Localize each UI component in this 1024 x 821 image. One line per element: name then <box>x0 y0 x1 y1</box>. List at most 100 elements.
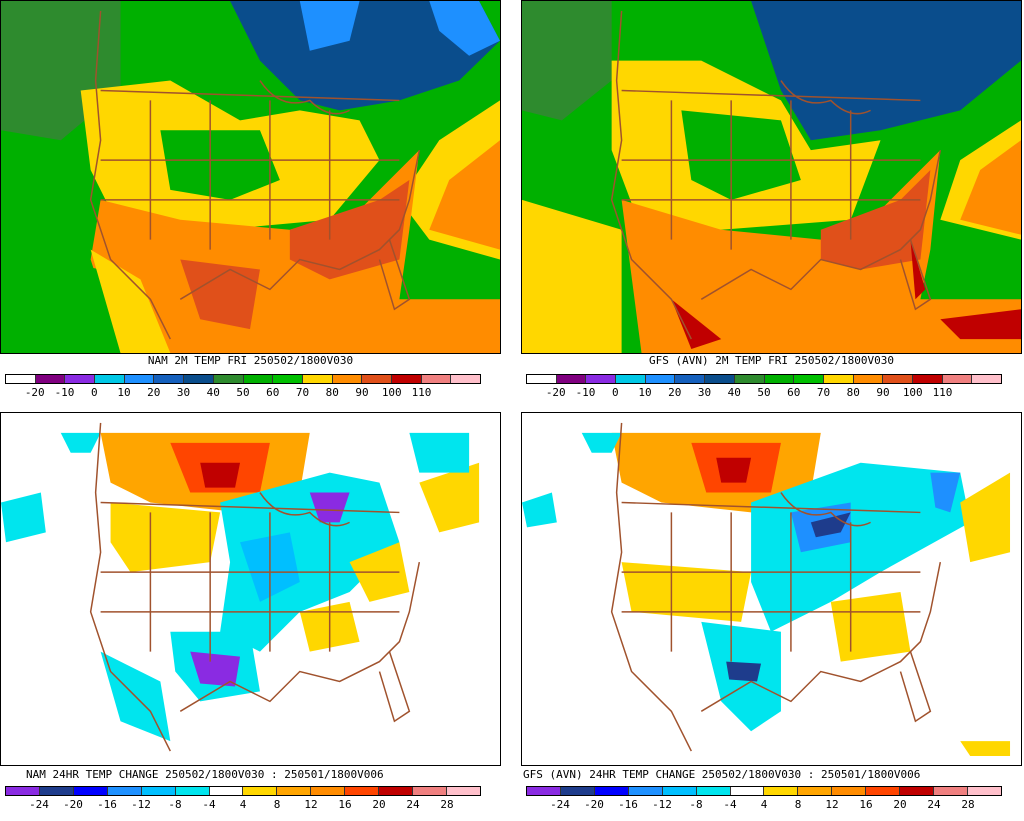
colorbar-swatch <box>764 375 795 383</box>
colorbar-swatch <box>853 375 884 383</box>
colorbar-tick-label: 70 <box>295 386 310 399</box>
colorbar-tick-label: 30 <box>697 386 712 399</box>
colorbar-swatch <box>184 375 214 383</box>
colorbar-tick-label: 28 <box>961 798 975 811</box>
nam-temp-caption: NAM 2M TEMP FRI 250502/1800V030 <box>147 354 354 367</box>
gfs-temp-panel: GFS (AVN) 2M TEMP FRI 250502/1800V030 -2… <box>521 0 1024 409</box>
nam-temp-colorbar <box>5 374 481 384</box>
colorbar-tick-label: 90 <box>355 386 369 399</box>
colorbar-tick-label: 20 <box>893 798 907 811</box>
colorbar-tick-label: -10 <box>54 386 75 399</box>
colorbar-tick-label: -24 <box>550 798 570 811</box>
colorbar-swatch <box>277 787 312 795</box>
colorbar-swatch <box>107 787 142 795</box>
colorbar-tick-label: 24 <box>927 798 941 811</box>
colorbar-tick-label: -4 <box>202 798 216 811</box>
colorbar-tick-label: 60 <box>787 386 801 399</box>
colorbar-swatch <box>527 787 561 795</box>
colorbar-swatch <box>6 787 40 795</box>
colorbar-swatch <box>866 787 901 795</box>
colorbar-tick-label: 4 <box>239 798 247 811</box>
colorbar-swatch <box>586 375 617 383</box>
colorbar-swatch <box>243 375 274 383</box>
colorbar-swatch <box>213 375 244 383</box>
colorbar-swatch <box>39 787 74 795</box>
colorbar-tick-label: 50 <box>236 386 250 399</box>
colorbar-tick-label: 0 <box>611 386 619 399</box>
nam-temp-map-svg <box>1 1 500 353</box>
colorbar-swatch <box>883 375 913 383</box>
colorbar-tick-label: 20 <box>668 386 682 399</box>
gfs-temp-tick-labels: -20 -10 0 10 20 30 40 50 60 70 80 90 100 110 <box>526 386 1002 400</box>
colorbar-swatch <box>594 787 629 795</box>
colorbar-swatch <box>832 787 867 795</box>
colorbar-tick-label: 110 <box>411 386 432 399</box>
colorbar-swatch <box>730 787 765 795</box>
colorbar-swatch <box>556 375 587 383</box>
colorbar-swatch <box>705 375 735 383</box>
colorbar-swatch <box>95 375 125 383</box>
colorbar-tick-label: 10 <box>638 386 652 399</box>
colorbar-swatch <box>345 787 380 795</box>
colorbar-tick-label: 30 <box>176 386 191 399</box>
colorbar-tick-label: 40 <box>727 386 741 399</box>
nam-change-map-svg <box>1 413 500 765</box>
colorbar-tick-label: 20 <box>372 798 386 811</box>
colorbar-tick-label: 10 <box>117 386 131 399</box>
colorbar-swatch <box>413 787 447 795</box>
colorbar-tick-label: 90 <box>876 386 890 399</box>
colorbar-swatch <box>967 787 1001 795</box>
colorbar-swatch <box>900 787 935 795</box>
colorbar-tick-label: -10 <box>575 386 596 399</box>
colorbar-swatch <box>734 375 765 383</box>
nam-change-caption: NAM 24HR TEMP CHANGE 250502/1800V030 : 2… <box>26 768 384 781</box>
colorbar-tick-label: 80 <box>325 386 339 399</box>
colorbar-swatch <box>391 375 422 383</box>
colorbar-swatch <box>912 375 943 383</box>
colorbar-tick-label: -16 <box>618 798 638 811</box>
colorbar-tick-label: 12 <box>825 798 839 811</box>
colorbar-swatch <box>124 375 155 383</box>
gfs-change-map <box>521 412 1022 766</box>
colorbar-swatch <box>616 375 646 383</box>
nam-change-panel: NAM 24HR TEMP CHANGE 250502/1800V030 : 2… <box>0 412 503 821</box>
colorbar-swatch <box>175 787 210 795</box>
colorbar-swatch <box>628 787 663 795</box>
gfs-temp-caption: GFS (AVN) 2M TEMP FRI 250502/1800V030 <box>648 354 895 367</box>
colorbar-swatch <box>311 787 346 795</box>
colorbar-tick-label: 16 <box>338 798 352 811</box>
colorbar-tick-label: 0 <box>90 386 98 399</box>
colorbar-swatch <box>302 375 333 383</box>
colorbar-tick-label: -24 <box>29 798 49 811</box>
colorbar-swatch <box>972 375 1001 383</box>
colorbar-tick-label: -20 <box>545 386 566 399</box>
colorbar-swatch <box>362 375 392 383</box>
colorbar-tick-label: 8 <box>273 798 281 811</box>
colorbar-tick-label: 70 <box>816 386 831 399</box>
gfs-change-caption: GFS (AVN) 24HR TEMP CHANGE 250502/1800V0… <box>523 768 921 781</box>
colorbar-swatch <box>764 787 799 795</box>
colorbar-swatch <box>154 375 185 383</box>
colorbar-swatch <box>209 787 244 795</box>
colorbar-tick-label: 100 <box>902 386 923 399</box>
colorbar-tick-label: 100 <box>381 386 402 399</box>
gfs-change-colorbar <box>526 786 1002 796</box>
colorbar-tick-label: -20 <box>63 798 83 811</box>
colorbar-tick-label: -8 <box>168 798 182 811</box>
nam-temp-map <box>0 0 501 354</box>
colorbar-tick-label: 60 <box>266 386 280 399</box>
colorbar-swatch <box>35 375 66 383</box>
nam-temp-tick-labels: -20 -10 0 10 20 30 40 50 60 70 80 90 100 110 <box>5 386 481 400</box>
colorbar-tick-label: -20 <box>584 798 604 811</box>
colorbar-swatch <box>273 375 303 383</box>
colorbar-tick-label: 8 <box>794 798 802 811</box>
colorbar-tick-label: -4 <box>723 798 737 811</box>
colorbar-tick-label: -12 <box>131 798 151 811</box>
colorbar-swatch <box>379 787 414 795</box>
colorbar-swatch <box>65 375 96 383</box>
colorbar-swatch <box>675 375 706 383</box>
colorbar-swatch <box>332 375 363 383</box>
colorbar-swatch <box>696 787 731 795</box>
gfs-temp-colorbar <box>526 374 1002 384</box>
nam-change-map <box>0 412 501 766</box>
